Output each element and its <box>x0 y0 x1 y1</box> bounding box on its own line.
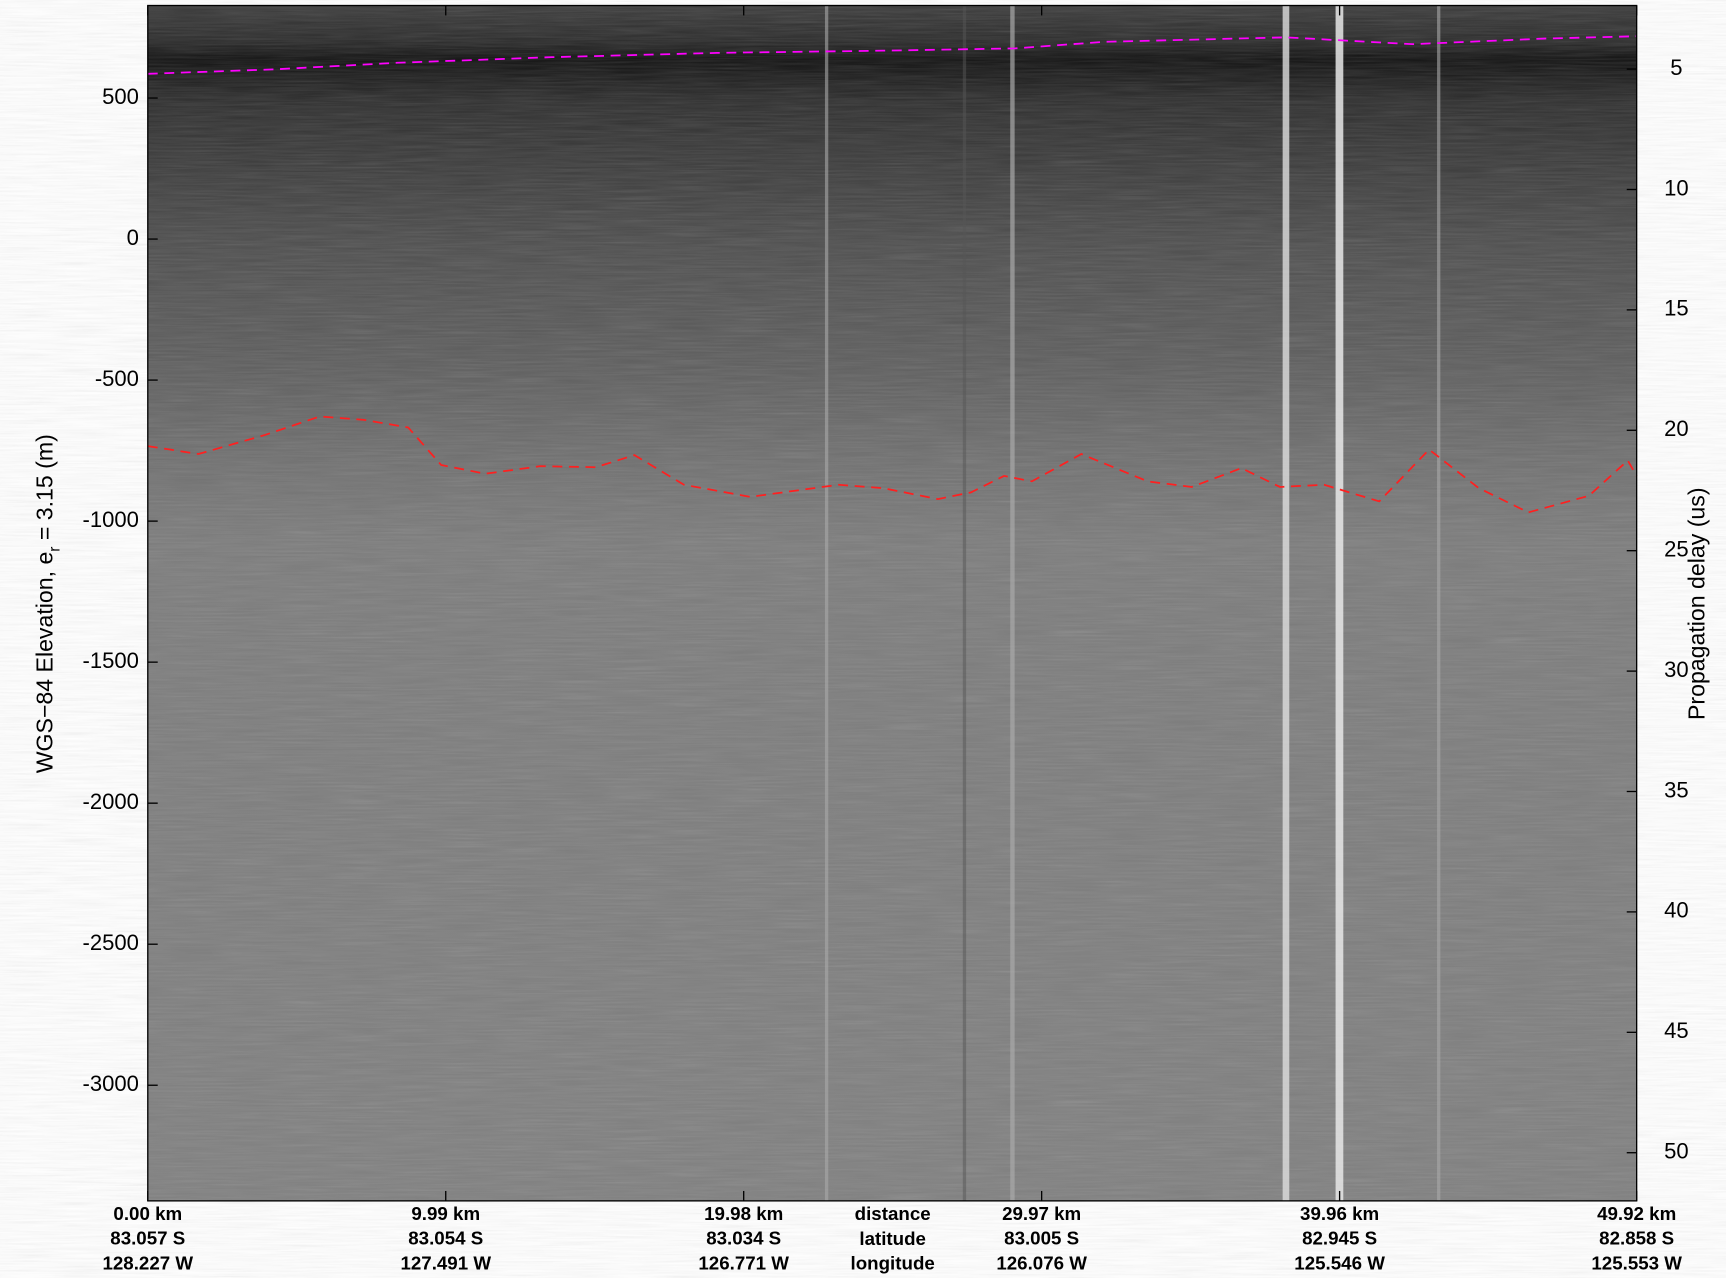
echogram-background <box>147 5 1637 1201</box>
y-label-subscript: r <box>46 547 63 552</box>
series-line <box>147 415 1638 514</box>
x-tick-label: 9.99 km <box>411 1203 480 1224</box>
x-tick-longitude: 125.546 W <box>1294 1253 1385 1274</box>
x-row-title: latitude <box>859 1228 926 1249</box>
y-tick-label: -500 <box>95 366 139 391</box>
y-axis-label: WGS−84 Elevation, er = 3.15 (m) <box>31 434 62 773</box>
x-tick-latitude: 83.054 S <box>408 1227 483 1248</box>
y-label-end: = 3.15 (m) <box>31 434 57 546</box>
y2-tick-label: 50 <box>1664 1139 1689 1164</box>
y2-tick-label: 40 <box>1664 898 1689 923</box>
x-tick-longitude: 127.491 W <box>400 1253 491 1274</box>
y2-tick-label: 5 <box>1670 55 1682 80</box>
y-tick-label: -1500 <box>83 648 139 673</box>
y2-tick-label: 10 <box>1664 175 1689 200</box>
y2-tick-label: 45 <box>1664 1018 1689 1043</box>
series-line <box>147 35 1637 75</box>
x-tick-longitude: 125.553 W <box>1591 1253 1682 1274</box>
y-tick-label: 0 <box>127 225 139 250</box>
y-tick-label: -3000 <box>83 1071 139 1096</box>
y2-tick-label: 20 <box>1664 416 1689 441</box>
y-tick-label: -1000 <box>83 507 139 532</box>
plot-frame <box>147 4 1638 1202</box>
x-tick-label: 19.98 km <box>704 1203 783 1224</box>
x-tick-latitude: 82.945 S <box>1302 1227 1377 1248</box>
y-tick-label: -2000 <box>83 789 139 814</box>
y2-tick-label: 30 <box>1664 657 1689 682</box>
x-tick-longitude: 126.076 W <box>996 1253 1087 1274</box>
x-row-title: longitude <box>851 1253 935 1274</box>
y-tick-label: -2500 <box>83 930 139 955</box>
y2-axis-label: Propagation delay (us) <box>1684 487 1710 720</box>
data-lines <box>147 35 1638 514</box>
x-tick-label: 39.96 km <box>1300 1203 1379 1224</box>
x-tick-longitude: 126.771 W <box>698 1253 789 1274</box>
x-tick-latitude: 82.858 S <box>1599 1227 1674 1248</box>
x-tick-longitude: 128.227 W <box>102 1253 193 1274</box>
x-tick-label: 29.97 km <box>1002 1203 1081 1224</box>
x-tick-latitude: 83.005 S <box>1004 1227 1079 1248</box>
x-tick-label: 0.00 km <box>113 1203 182 1224</box>
x-tick-latitude: 83.057 S <box>110 1227 185 1248</box>
y-label-main: WGS−84 Elevation, e <box>31 552 57 774</box>
x-tick-latitude: 83.034 S <box>706 1227 781 1248</box>
y2-tick-label: 35 <box>1664 777 1689 802</box>
y2-tick-label: 25 <box>1664 537 1689 562</box>
x-row-title: distance <box>855 1203 931 1224</box>
y2-tick-label: 15 <box>1664 296 1689 321</box>
y-tick-label: 500 <box>102 84 139 109</box>
x-tick-label: 49.92 km <box>1597 1203 1676 1224</box>
